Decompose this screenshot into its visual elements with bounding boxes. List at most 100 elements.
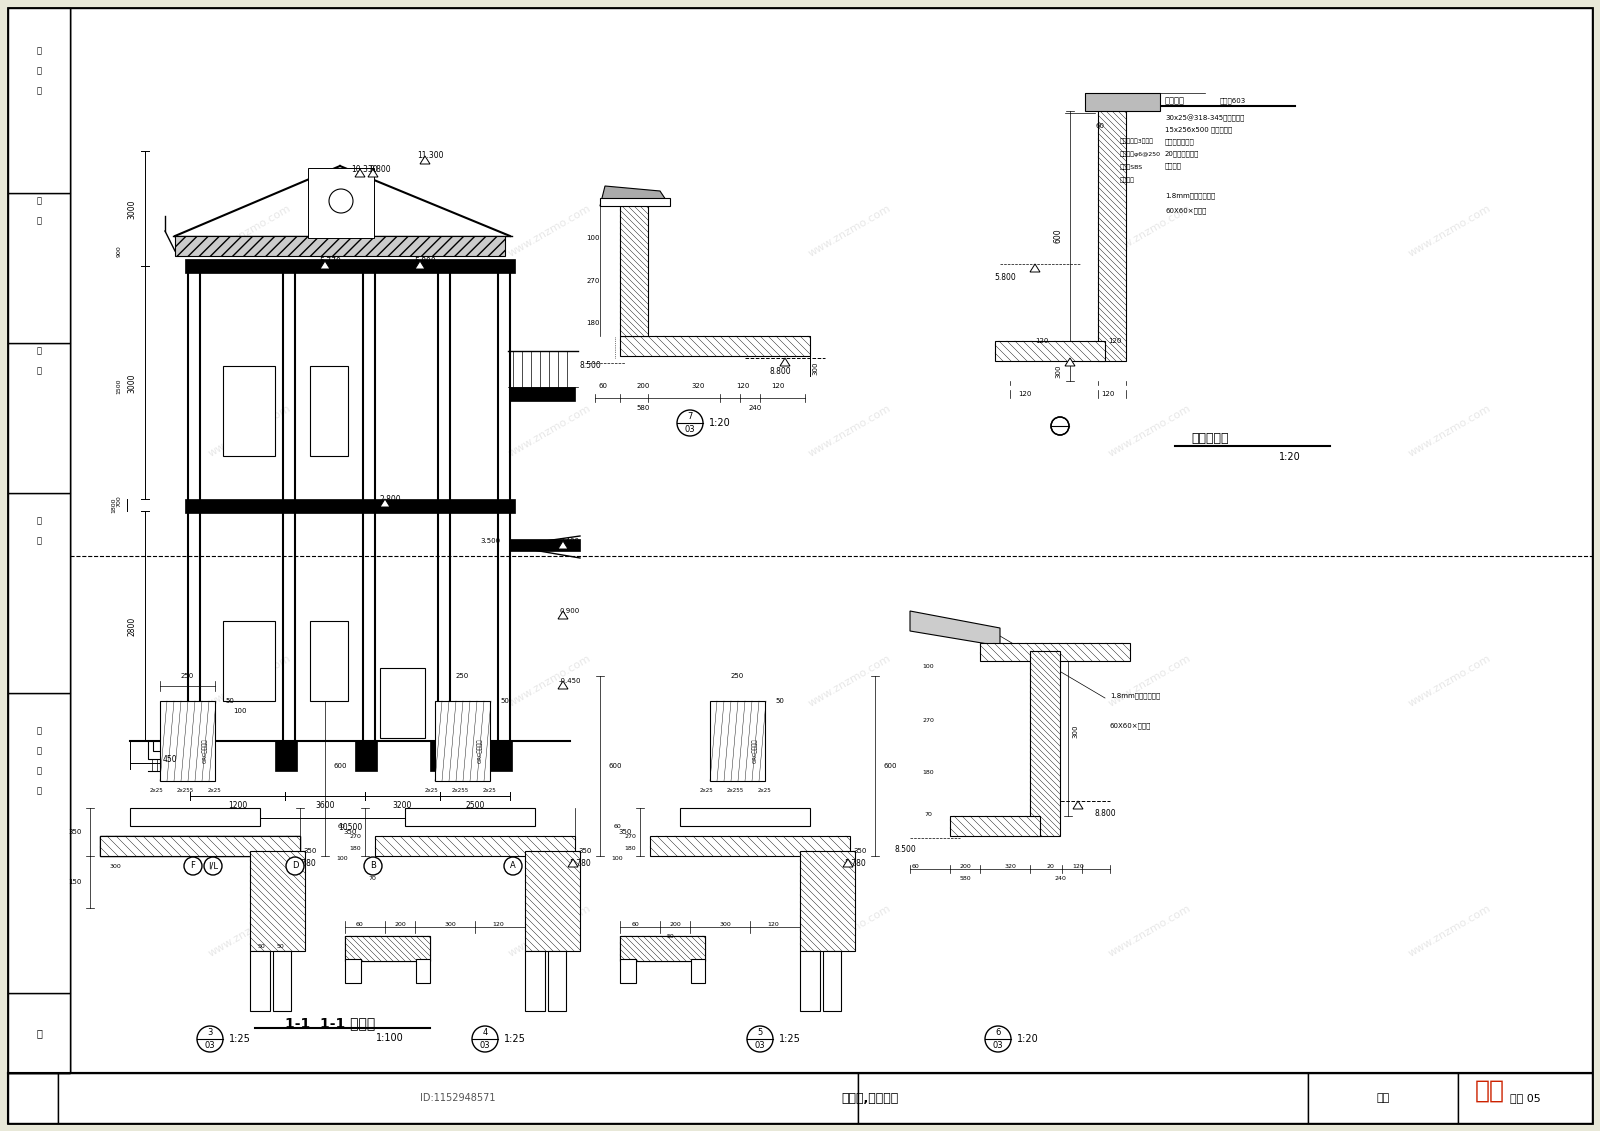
Text: 5.780: 5.780 [570, 858, 590, 867]
Text: 号: 号 [37, 86, 42, 95]
Bar [346, 936, 430, 961]
Text: 350: 350 [344, 829, 357, 835]
Bar [8, 8, 70, 1073]
Text: I/L: I/L [208, 862, 218, 871]
Text: 2x255: 2x255 [451, 788, 469, 794]
Text: 3: 3 [208, 1028, 213, 1037]
Text: 350: 350 [618, 829, 632, 835]
Text: 2x25: 2x25 [701, 788, 714, 794]
Polygon shape [419, 156, 430, 164]
Text: 8.500: 8.500 [894, 845, 915, 854]
Text: www.znzmo.com: www.znzmo.com [1107, 654, 1194, 709]
Text: 270: 270 [586, 278, 600, 284]
Text: 580: 580 [637, 405, 650, 411]
Text: 30x25@318-345釉木挂瓦条: 30x25@318-345釉木挂瓦条 [1165, 114, 1245, 122]
Bar [8, 693, 70, 993]
Bar [405, 808, 534, 826]
Bar [710, 701, 765, 782]
Text: 60: 60 [630, 922, 638, 926]
Bar [186, 499, 515, 513]
Text: www.znzmo.com: www.znzmo.com [1107, 904, 1194, 959]
Text: 100: 100 [336, 856, 347, 862]
Bar [547, 951, 566, 1011]
Text: 水泥彩瓦: 水泥彩瓦 [1165, 96, 1186, 105]
Bar [510, 539, 579, 551]
Text: 1:25: 1:25 [779, 1034, 802, 1044]
Polygon shape [781, 359, 790, 366]
Text: 2x255: 2x255 [726, 788, 744, 794]
Polygon shape [320, 261, 330, 269]
Text: 180: 180 [624, 846, 635, 851]
Text: 20厚纤木安装槽: 20厚纤木安装槽 [1165, 150, 1200, 157]
Bar [381, 668, 426, 739]
Text: 60: 60 [598, 383, 608, 389]
Text: 5.780: 5.780 [294, 858, 315, 867]
Text: 5: 5 [757, 1028, 763, 1037]
Text: 150: 150 [69, 879, 82, 884]
Bar [8, 993, 70, 1073]
Text: 270: 270 [349, 834, 362, 838]
Text: 03: 03 [992, 1041, 1003, 1050]
Text: 270: 270 [624, 834, 635, 838]
Bar [1309, 1073, 1458, 1123]
Text: 120: 120 [1072, 863, 1083, 869]
Bar [490, 741, 512, 771]
Text: 240: 240 [749, 405, 762, 411]
Text: 3000: 3000 [128, 373, 136, 392]
Text: 1.8mm厚铝制封槽板: 1.8mm厚铝制封槽板 [1110, 692, 1160, 699]
Text: -0.450: -0.450 [558, 677, 581, 684]
Bar [275, 741, 298, 771]
Text: www.znzmo.com: www.znzmo.com [507, 904, 594, 959]
Bar [416, 959, 430, 983]
Text: 2x25: 2x25 [426, 788, 438, 794]
Text: 5.770: 5.770 [318, 257, 341, 266]
Text: 2x25: 2x25 [483, 788, 498, 794]
Text: 8.800: 8.800 [770, 366, 790, 375]
Bar [680, 808, 810, 826]
Text: 15x256x500 挡木基木条: 15x256x500 挡木基木条 [1165, 127, 1232, 133]
Bar [250, 851, 306, 951]
Text: 100: 100 [586, 235, 600, 241]
Text: 60: 60 [1096, 123, 1104, 129]
Text: 60X60×免垫木: 60X60×免垫木 [1110, 723, 1152, 729]
Text: www.znzmo.com: www.znzmo.com [1107, 404, 1194, 459]
Bar [250, 951, 270, 1011]
Text: 2.800: 2.800 [379, 494, 402, 503]
Text: 初木檩木: 初木檩木 [1165, 163, 1182, 170]
Text: 120: 120 [736, 383, 750, 389]
Text: 50: 50 [666, 934, 674, 940]
Text: 240: 240 [1054, 875, 1066, 881]
Text: 60: 60 [338, 823, 346, 829]
Text: 6: 6 [995, 1028, 1000, 1037]
Text: 修: 修 [37, 726, 42, 735]
Text: www.znzmo.com: www.znzmo.com [206, 404, 293, 459]
Text: www.znzmo.com: www.znzmo.com [206, 654, 293, 709]
Text: www.znzmo.com: www.znzmo.com [1406, 654, 1493, 709]
Polygon shape [1066, 359, 1075, 366]
Text: D: D [291, 862, 298, 871]
Bar [621, 959, 637, 983]
Bar [8, 8, 70, 193]
Text: 300: 300 [718, 922, 731, 926]
Text: 审: 审 [37, 197, 42, 206]
Text: 900: 900 [117, 245, 122, 257]
Text: 120: 120 [1109, 338, 1122, 344]
Bar [525, 851, 579, 951]
Text: 320: 320 [1005, 863, 1016, 869]
Bar [858, 1073, 1309, 1123]
Text: 10500: 10500 [338, 823, 362, 832]
Bar [310, 621, 349, 701]
Bar [950, 815, 1040, 836]
Text: 50: 50 [226, 698, 235, 703]
Text: 10.330: 10.330 [352, 164, 378, 173]
Bar [650, 836, 850, 856]
Text: 250: 250 [181, 673, 194, 679]
Text: 250: 250 [456, 673, 469, 679]
Text: 1:20: 1:20 [709, 418, 731, 428]
Text: 180: 180 [349, 846, 362, 851]
Text: 70: 70 [925, 812, 931, 817]
Text: 350: 350 [69, 829, 82, 835]
Bar [8, 343, 70, 493]
Text: 0.900: 0.900 [560, 608, 581, 614]
Bar [8, 1073, 1592, 1123]
